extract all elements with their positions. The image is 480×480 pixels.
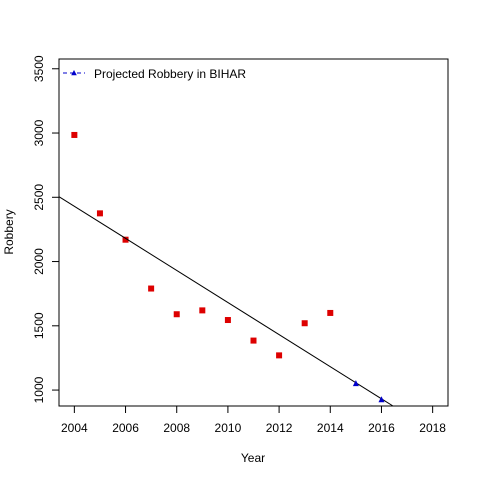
y-tick-label: 3000 — [32, 119, 46, 146]
y-tick-label: 1000 — [32, 376, 46, 403]
x-axis: 2004 2006 2008 2010 2012 2014 2016 2018 — [61, 405, 446, 435]
plot-marks — [58, 131, 394, 407]
y-tick-label: 2500 — [32, 184, 46, 211]
trend-line — [58, 196, 394, 407]
y-axis: 1000 1500 2000 2500 3000 3500 — [32, 55, 60, 403]
y-tick-label: 2000 — [32, 248, 46, 275]
plot-frame — [58, 58, 449, 407]
legend-label: Projected Robbery in BIHAR — [94, 67, 246, 81]
legend: Projected Robbery in BIHAR — [63, 67, 246, 81]
x-tick-label: 2006 — [112, 421, 139, 435]
x-tick-label: 2018 — [419, 421, 446, 435]
observed-point — [250, 337, 257, 344]
y-tick-label: 1500 — [32, 312, 46, 339]
x-axis-label: Year — [241, 451, 265, 465]
y-tick-label: 3500 — [32, 55, 46, 82]
x-tick-label: 2014 — [317, 421, 344, 435]
x-tick-label: 2016 — [368, 421, 395, 435]
projected-point — [352, 380, 359, 387]
observed-point — [327, 309, 334, 316]
legend-triangle-marker — [71, 70, 77, 76]
observed-point — [276, 352, 283, 359]
projected-point — [378, 396, 385, 403]
observed-point — [301, 320, 308, 327]
x-tick-label: 2010 — [215, 421, 242, 435]
x-tick-label: 2008 — [163, 421, 190, 435]
x-tick-label: 2004 — [61, 421, 88, 435]
observed-point — [122, 236, 129, 243]
x-tick-label: 2012 — [266, 421, 293, 435]
observed-point — [96, 210, 103, 217]
y-axis-label: Robbery — [2, 209, 16, 254]
observed-point — [224, 317, 231, 324]
observed-point — [71, 131, 78, 138]
observed-point — [199, 307, 206, 314]
observed-point — [148, 285, 155, 292]
observed-point — [173, 311, 180, 318]
